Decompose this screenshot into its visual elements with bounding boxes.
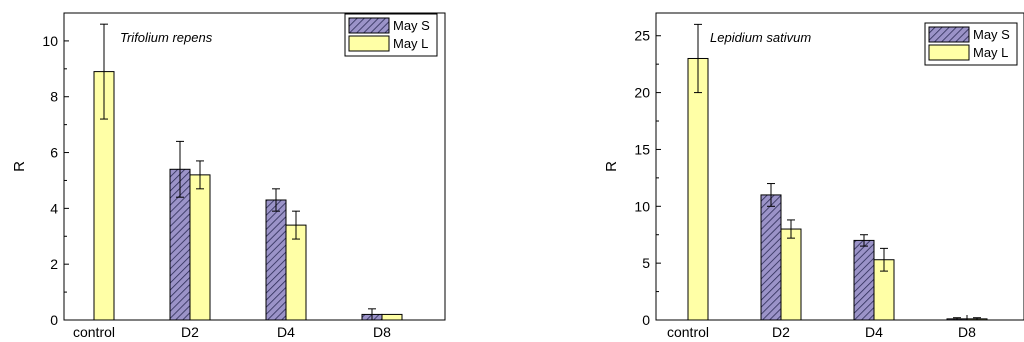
y-tick-label: 0 (642, 312, 650, 328)
chart-title: Trifolium repens (120, 30, 213, 45)
y-axis-label: R (11, 161, 28, 172)
x-tick-label-d2: D2 (772, 324, 790, 340)
legend-swatch-may-l (928, 44, 970, 61)
legend-swatch-may-s (928, 26, 970, 43)
x-tick-label-d8: D8 (373, 324, 391, 340)
x-tick-label-d8: D8 (958, 324, 976, 340)
y-tick-label: 8 (50, 89, 58, 105)
legend-swatch-may-l (348, 35, 390, 52)
bar-may-s-d4 (853, 239, 875, 321)
plot-frame (655, 12, 1024, 321)
chart-trifolium-repens: 0 2 4 6 8 10 R Trifolium repens control D2 D4 D8 May… (11, 12, 446, 340)
y-tick-label: 10 (634, 198, 650, 214)
plot-frame (63, 12, 446, 321)
y-tick-label: 5 (642, 255, 650, 271)
y-tick-label: 0 (50, 312, 58, 328)
x-tick-label-d4: D4 (865, 324, 883, 340)
legend-label-may-s: May S (973, 27, 1010, 42)
legend-label-may-l: May L (393, 36, 428, 51)
x-tick-label-d4: D4 (277, 324, 295, 340)
chart-title: Lepidium sativum (710, 30, 811, 45)
bar-may-l-control (687, 57, 709, 321)
bar-may-l-d8 (381, 313, 403, 321)
legend-label-may-s: May S (393, 18, 430, 33)
bar-may-s-d2 (760, 194, 782, 321)
x-tick-label-d2: D2 (181, 324, 199, 340)
legend-label-may-l: May L (973, 45, 1008, 60)
y-tick-label: 4 (50, 200, 58, 216)
y-tick-label: 20 (634, 85, 650, 101)
bar-may-l-d2 (189, 174, 211, 321)
y-tick-label: 25 (634, 28, 650, 44)
y-tick-label: 10 (42, 33, 58, 49)
bar-may-l-d2 (780, 228, 802, 321)
y-tick-label: 6 (50, 145, 58, 161)
legend-swatch-may-s (348, 17, 390, 34)
x-tick-label-control: control (73, 324, 115, 340)
legend: May S May L (344, 13, 438, 57)
x-tick-label-control: control (667, 324, 709, 340)
chart-lepidium-sativum: 0 5 10 15 20 25 R Lepidium sativum control D2 D4 D8… (603, 12, 1024, 340)
y-tick-label: 15 (634, 141, 650, 157)
y-axis-label: R (603, 161, 620, 172)
bar-may-s-d4 (265, 199, 287, 321)
legend: May S May L (924, 22, 1018, 66)
y-tick-label: 2 (50, 256, 58, 272)
